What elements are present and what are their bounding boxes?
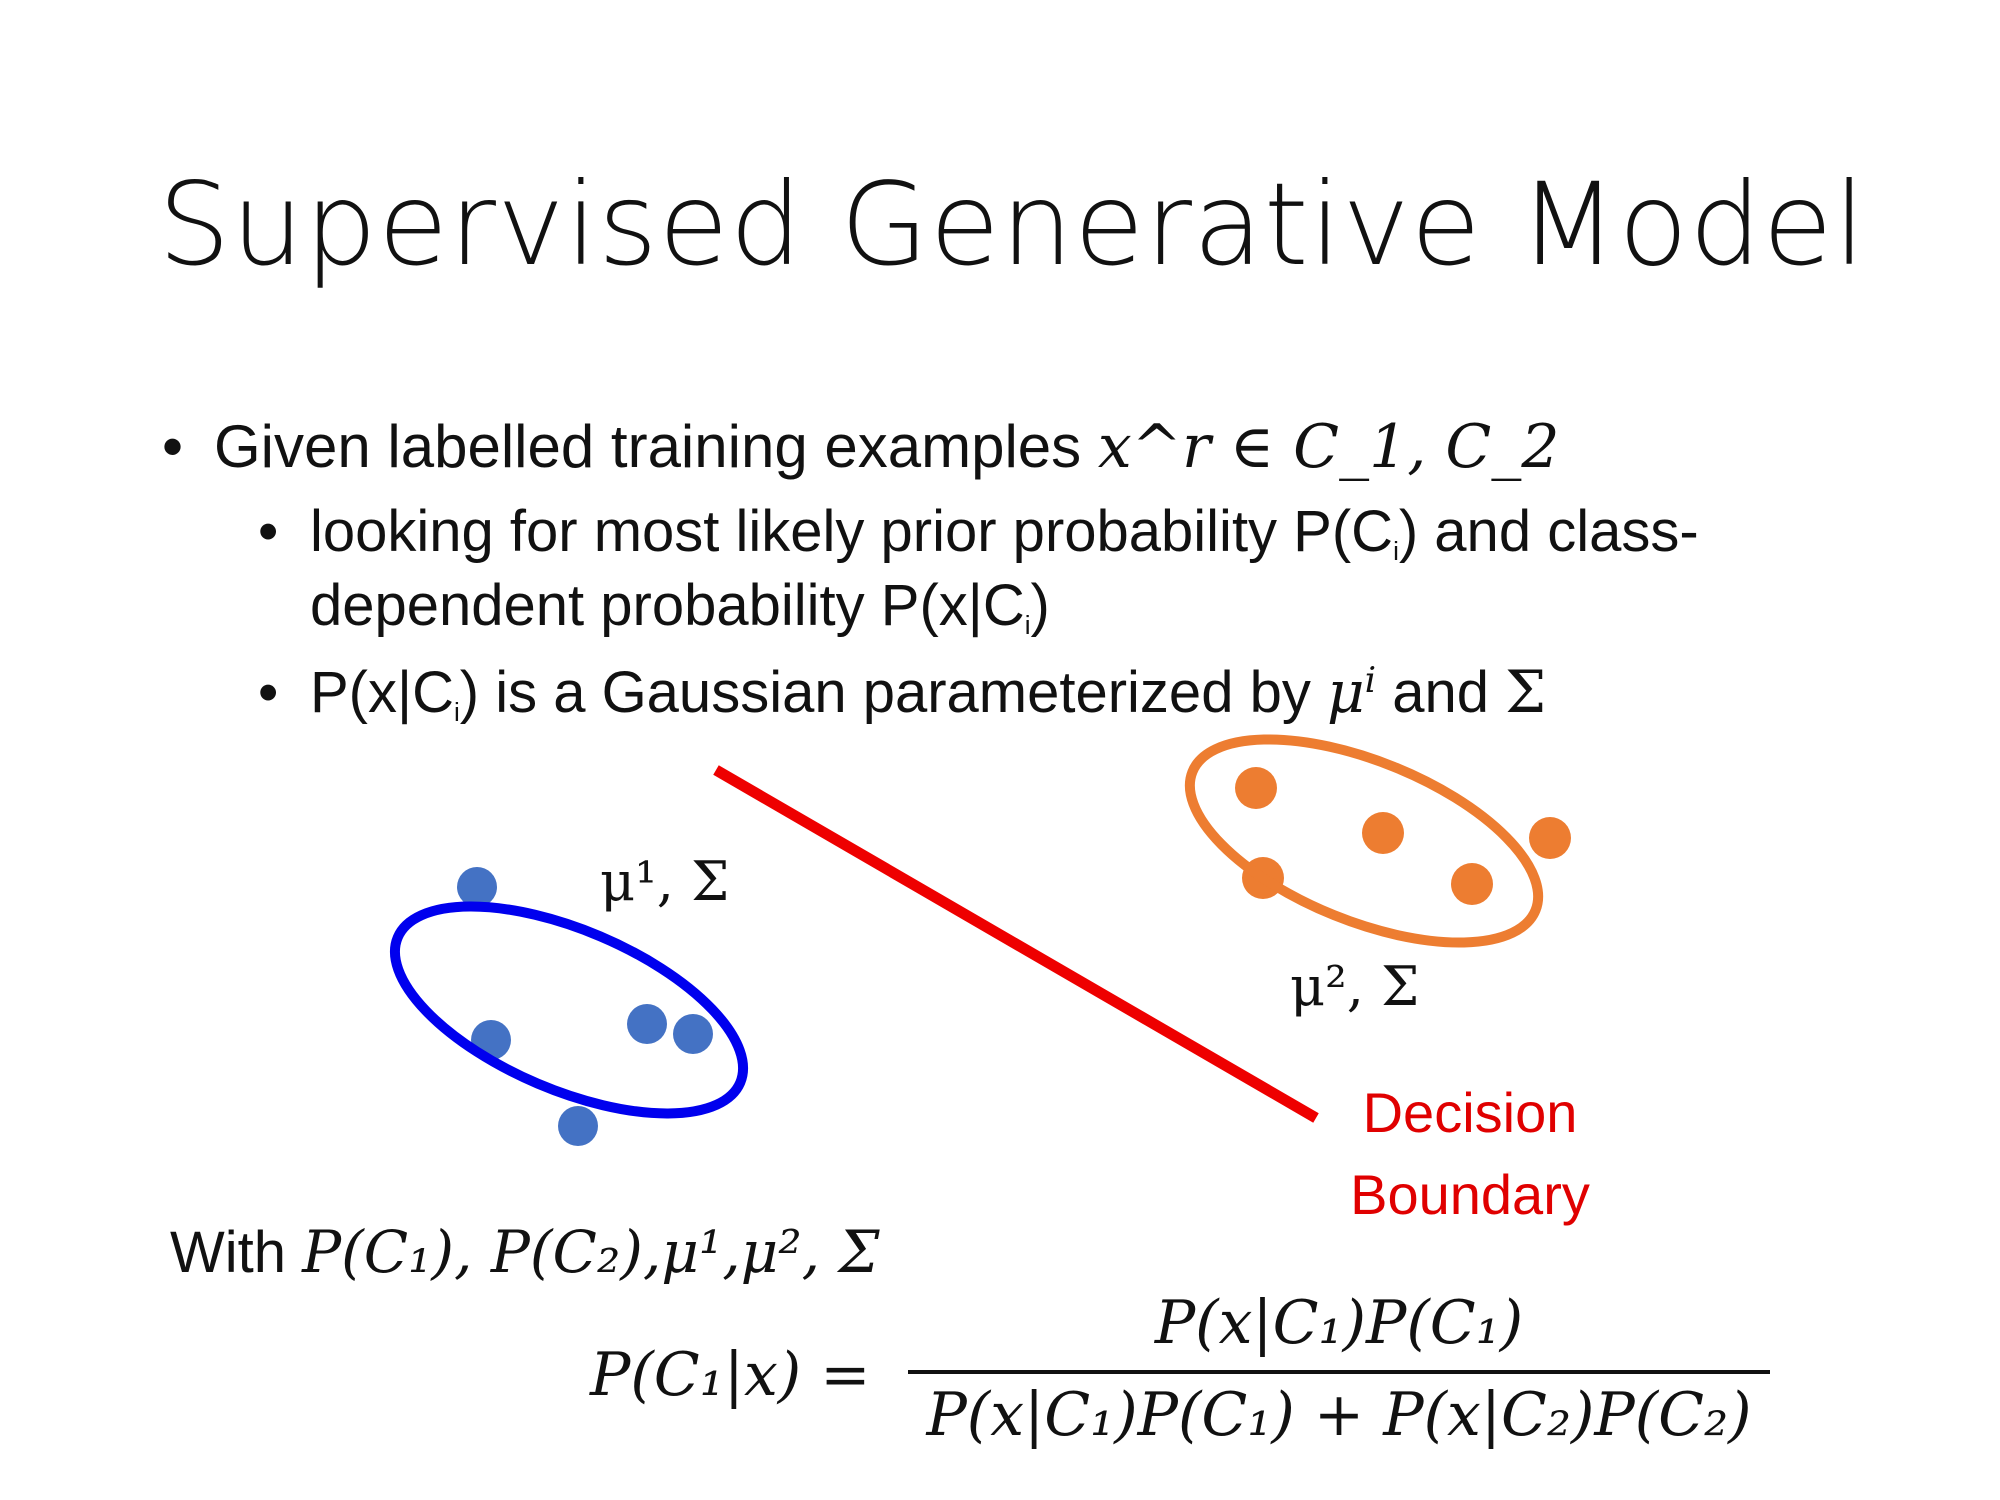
bullet2-line1-sub: i — [1393, 536, 1399, 567]
class2-point — [1362, 812, 1404, 854]
bullet-prior-probability: • looking for most likely prior probabili… — [258, 498, 1699, 567]
class1-ellipse — [389, 901, 749, 1119]
equation-denominator: P(x|C₁)P(C₁) + P(x|C₂)P(C₂) — [926, 1380, 1752, 1450]
bullet3-sigma: Σ — [1505, 658, 1547, 726]
bullet1-math: x^r ∈ C_1, C_2 — [1097, 412, 1560, 482]
class2-points — [1235, 767, 1571, 905]
class1-point — [673, 1014, 713, 1054]
class2-ellipse — [1184, 734, 1544, 948]
bullet2-line2: dependent probability P(x|C — [310, 573, 1025, 638]
bullet2-line1-end: ) and class- — [1398, 499, 1699, 564]
slide-title: Supervised Generative Model — [158, 158, 1867, 291]
class2-params-label: μ², Σ — [1290, 955, 1420, 1018]
bullet3-sub: i — [453, 697, 460, 728]
class2-point — [1529, 817, 1571, 859]
bullet-given-examples: • Given labelled training examples x^r ∈ … — [162, 412, 1560, 482]
class2-point — [1235, 767, 1277, 809]
bullet-dot-icon: • — [258, 499, 279, 564]
class1-point — [457, 867, 497, 907]
bullet2-line2-end: ) — [1030, 573, 1050, 638]
equation-lhs: P(C₁|x) = — [590, 1340, 871, 1410]
decision-label-line1: Decision — [1362, 1081, 1578, 1144]
class1-params-label: μ¹, Σ — [600, 850, 730, 913]
bullet-dot-icon: • — [162, 413, 184, 480]
bullet2-line2-sub: i — [1024, 610, 1031, 641]
decision-label-line2: Boundary — [1350, 1163, 1590, 1226]
bullet3-and: and — [1376, 660, 1506, 725]
bullet3-mu-sup: i — [1364, 660, 1377, 702]
decision-boundary-label: Decision Boundary — [1335, 1072, 1605, 1236]
bullet1-text: Given labelled training examples — [214, 413, 1098, 480]
class1-point — [558, 1106, 598, 1146]
equation-numerator: P(x|C₁)P(C₁) — [1154, 1288, 1524, 1358]
class2-point — [1451, 863, 1493, 905]
with-parameters-line: With P(C₁), P(C₂),μ¹,μ², Σ — [170, 1218, 879, 1286]
decision-boundary-line — [713, 765, 1319, 1123]
class1-point — [627, 1004, 667, 1044]
equation-fraction: P(x|C₁)P(C₁) P(x|C₁)P(C₁) + P(x|C₂)P(C₂) — [908, 1288, 1770, 1450]
fraction-bar — [908, 1370, 1770, 1374]
with-word: With — [170, 1220, 303, 1285]
bullet3-middle: ) is a Gaussian parameterized by — [459, 660, 1327, 725]
bullet-prior-probability-cont: dependent probability P(x|Ci) — [310, 572, 1050, 641]
bullet2-line1: looking for most likely prior probabilit… — [310, 499, 1394, 564]
bullet3-prefix: P(x|C — [310, 660, 454, 725]
with-math: P(C₁), P(C₂),μ¹,μ², Σ — [302, 1218, 880, 1286]
bullet-gaussian: • P(x|Ci) is a Gaussian parameterized by … — [258, 658, 1546, 728]
bullet-dot-icon: • — [258, 660, 279, 725]
bullet3-mu: μ — [1326, 658, 1365, 726]
